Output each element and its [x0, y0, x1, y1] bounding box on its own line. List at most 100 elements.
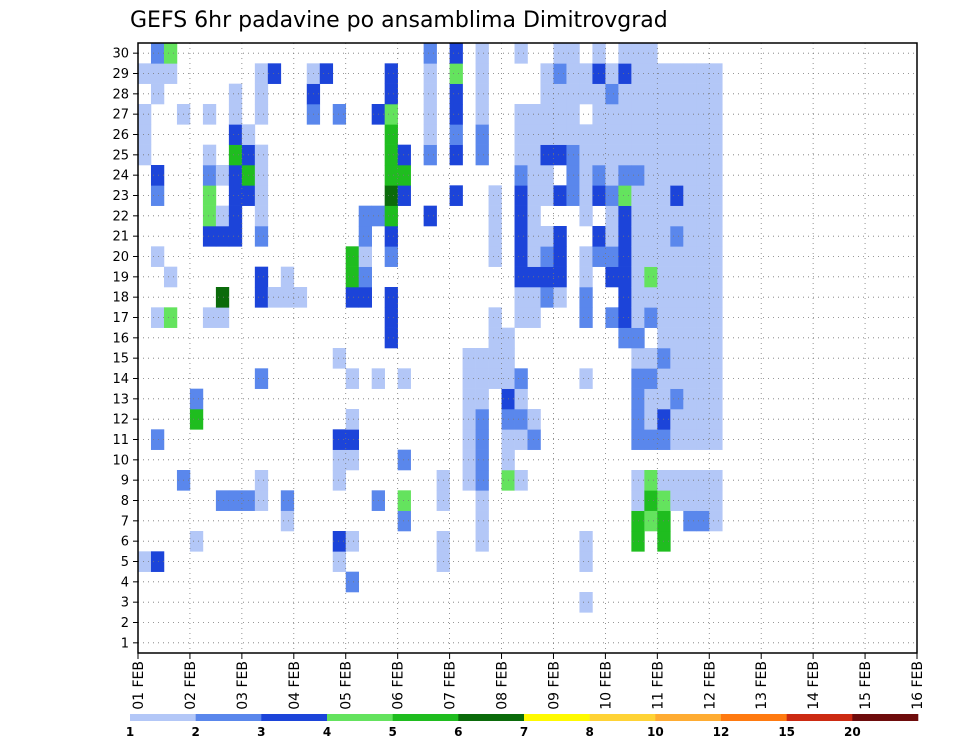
heatmap-cell	[527, 104, 541, 125]
heatmap-cell	[293, 287, 308, 308]
heatmap-cell	[150, 246, 165, 267]
heatmap-cell	[683, 327, 697, 349]
heatmap-cell	[280, 510, 295, 532]
y-tick-label: 29	[112, 67, 129, 82]
heatmap-cell	[514, 287, 528, 308]
heatmap-cell	[358, 205, 372, 227]
heatmap-cell	[605, 83, 619, 105]
x-tick-label: 05 FEB	[339, 661, 355, 710]
y-tick-label: 27	[112, 108, 129, 123]
heatmap-cell	[592, 83, 606, 105]
heatmap-cell	[397, 368, 411, 389]
heatmap-cell	[696, 266, 710, 288]
heatmap-cell	[215, 287, 230, 308]
heatmap-cell	[553, 144, 567, 166]
heatmap-cell	[618, 43, 632, 64]
y-tick-label: 6	[121, 535, 129, 550]
colorbar-label: 8	[585, 725, 593, 739]
heatmap-cell	[488, 246, 502, 267]
y-tick-label: 2	[121, 616, 129, 631]
heatmap-cell	[345, 368, 360, 389]
heatmap-cell	[670, 327, 684, 349]
x-tick-label: 16 FEB	[910, 661, 926, 710]
heatmap-cell	[228, 185, 243, 206]
heatmap-cell	[592, 144, 606, 166]
y-tick-label: 20	[112, 250, 129, 265]
heatmap-cell	[553, 83, 567, 105]
heatmap-cell	[475, 388, 489, 410]
heatmap-cell	[280, 266, 295, 288]
heatmap-cell	[709, 348, 723, 369]
heatmap-cell	[670, 490, 684, 511]
heatmap-cell	[644, 124, 658, 145]
y-tick-label: 8	[121, 494, 129, 509]
y-tick-label: 28	[112, 87, 129, 102]
x-tick-label: 14 FEB	[806, 661, 822, 710]
heatmap-cell	[358, 287, 372, 308]
heatmap-cell	[618, 266, 632, 288]
heatmap-cell	[254, 368, 269, 389]
x-tick-label: 15 FEB	[858, 661, 874, 710]
heatmap-cell	[345, 246, 360, 267]
heatmap-cell	[579, 246, 593, 267]
y-tick-label: 22	[112, 209, 129, 224]
heatmap-cell	[423, 124, 437, 145]
heatmap-cell	[683, 226, 697, 247]
heatmap-cell	[514, 409, 528, 430]
heatmap-cell	[683, 124, 697, 145]
heatmap-cell	[683, 185, 697, 206]
heatmap-cell	[683, 83, 697, 105]
heatmap-cell	[475, 449, 489, 471]
heatmap-cell	[254, 83, 269, 105]
heatmap-cell	[670, 63, 684, 84]
heatmap-cell	[579, 144, 593, 166]
y-tick-label: 30	[112, 47, 129, 62]
heatmap-cell	[696, 124, 710, 145]
heatmap-cell	[696, 470, 710, 491]
heatmap-cell	[462, 449, 476, 471]
heatmap-cell	[488, 348, 502, 369]
colorbar-segment	[655, 714, 722, 721]
heatmap-cell	[592, 43, 606, 64]
heatmap-cell	[670, 226, 684, 247]
y-tick-label: 11	[112, 433, 129, 448]
y-tick-label: 15	[112, 352, 129, 367]
heatmap-cell	[696, 327, 710, 349]
heatmap-cell	[449, 185, 463, 206]
heatmap-cell	[215, 490, 230, 511]
x-tick-label: 01 FEB	[131, 661, 147, 710]
heatmap-cell	[696, 226, 710, 247]
heatmap-cell	[644, 63, 658, 84]
x-tick-label: 04 FEB	[287, 661, 303, 710]
y-tick-label: 4	[121, 575, 129, 590]
heatmap-cell	[475, 348, 489, 369]
heatmap-cell	[332, 449, 347, 471]
y-tick-label: 5	[121, 555, 129, 570]
heatmap-cell	[345, 287, 360, 308]
heatmap-cell	[670, 388, 684, 410]
heatmap-cell	[618, 205, 632, 227]
heatmap-cell	[644, 246, 658, 267]
heatmap-cell	[462, 368, 476, 389]
heatmap-cell	[579, 592, 593, 613]
colorbar-label: 10	[647, 725, 664, 739]
x-tick-label: 12 FEB	[702, 661, 718, 710]
heatmap-cell	[709, 470, 723, 491]
heatmap-cell	[670, 470, 684, 491]
x-tick-label: 13 FEB	[754, 661, 770, 710]
heatmap-cell	[644, 368, 658, 389]
heatmap-cell	[332, 470, 347, 491]
heatmap-cell	[384, 63, 398, 84]
heatmap-cell	[540, 226, 554, 247]
heatmap-cell	[163, 266, 178, 288]
heatmap-cell	[540, 104, 554, 125]
heatmap-cell	[579, 124, 593, 145]
heatmap-cell	[579, 368, 593, 389]
heatmap-cell	[592, 165, 606, 186]
heatmap-cell	[709, 510, 723, 532]
heatmap-cell	[384, 205, 398, 227]
y-tick-label: 7	[121, 514, 129, 529]
heatmap-cell	[644, 266, 658, 288]
heatmap-cell	[397, 449, 411, 471]
heatmap-cell	[202, 104, 217, 125]
